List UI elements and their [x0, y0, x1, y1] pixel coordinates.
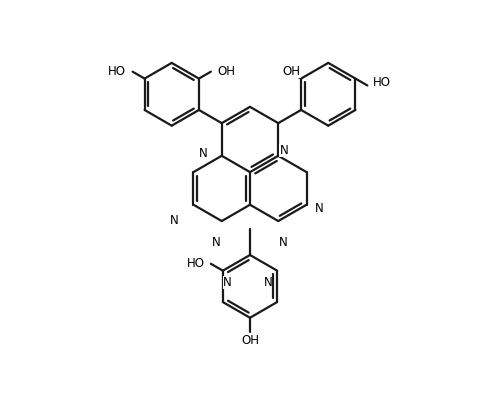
- Text: N: N: [170, 214, 179, 227]
- Text: OH: OH: [217, 65, 235, 78]
- Text: N: N: [280, 144, 288, 157]
- Text: HO: HO: [108, 65, 126, 78]
- Text: HO: HO: [186, 257, 204, 270]
- Text: N: N: [315, 203, 324, 216]
- Text: N: N: [264, 276, 272, 289]
- Text: N: N: [212, 236, 220, 249]
- Text: N: N: [279, 236, 287, 249]
- Text: N: N: [199, 147, 207, 160]
- Text: HO: HO: [373, 76, 391, 90]
- Text: OH: OH: [241, 334, 259, 347]
- Text: N: N: [223, 276, 232, 289]
- Text: OH: OH: [283, 65, 301, 78]
